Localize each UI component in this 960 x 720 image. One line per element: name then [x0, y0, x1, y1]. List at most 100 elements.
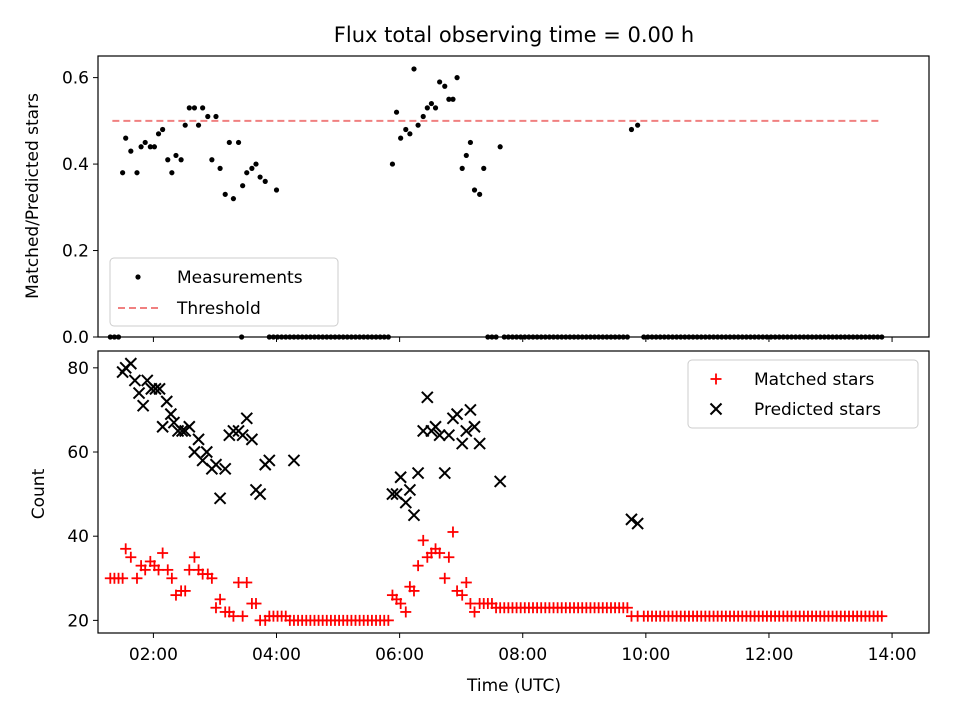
measurement-point [142, 139, 148, 146]
top-y-axis: 0.0 0.2 0.4 0.6 [62, 69, 98, 348]
matched-point [214, 593, 226, 605]
y-tick-label: 0.4 [62, 155, 89, 175]
measurement-point [147, 144, 153, 150]
cross-stroke [156, 420, 169, 433]
cross-stroke [473, 437, 486, 450]
cross-stroke [213, 492, 227, 505]
measurement-point [222, 191, 228, 197]
y-tick-label: 80 [67, 359, 89, 379]
measurement-point [178, 157, 184, 163]
predicted-point [183, 420, 196, 433]
cross-stroke [411, 466, 425, 480]
matched-point [443, 551, 455, 563]
top-axes-frame [97, 55, 930, 338]
legend-predicted-label: Predicted stars [754, 400, 881, 420]
measurement-point [165, 157, 171, 163]
predicted-point [403, 483, 417, 497]
measurement-point [230, 196, 237, 202]
predicted-point [175, 424, 189, 438]
matched-point [456, 589, 468, 601]
matched-point [469, 606, 481, 618]
legend-measurements-label: Measurements [177, 268, 303, 288]
cross-stroke [245, 433, 259, 446]
measurement-point [191, 105, 198, 111]
matched-point [139, 564, 151, 576]
measurement-point [415, 122, 421, 128]
matched-point [183, 564, 195, 576]
matched-point [206, 572, 218, 584]
cross-stroke [438, 466, 451, 480]
top-legend: Measurements Threshold [109, 257, 339, 327]
cross-stroke [421, 391, 434, 404]
matched-point [162, 564, 174, 576]
predicted-point [124, 357, 138, 370]
cross-stroke [128, 374, 142, 387]
matched-point [412, 560, 424, 572]
measurement-point [428, 100, 435, 107]
measurement-point [420, 113, 426, 120]
cross-stroke [287, 454, 301, 467]
cross-stroke [631, 517, 644, 530]
measurement-point [262, 178, 268, 184]
bottom-plot-area [104, 357, 888, 626]
measurement-point [467, 139, 474, 146]
measurement-point [463, 152, 469, 159]
measurement-point [273, 187, 280, 193]
predicted-point [433, 428, 446, 442]
measurement-point [432, 105, 439, 111]
measurement-point [200, 105, 206, 111]
cross-stroke [263, 454, 276, 467]
x-tick-label: 14:00 [868, 645, 917, 665]
cross-stroke [253, 487, 267, 501]
cross-stroke [403, 483, 417, 497]
legend-threshold-label: Threshold [176, 299, 261, 319]
matched-point [447, 526, 459, 538]
measurement-point [407, 131, 413, 137]
cross-stroke [196, 454, 209, 467]
measurement-point [128, 148, 134, 154]
predicted-point [136, 399, 150, 412]
y-tick-label: 20 [67, 611, 89, 631]
y-tick-label: 40 [67, 527, 89, 547]
matched-point [227, 610, 239, 622]
predicted-point [631, 517, 644, 530]
measurement-point [481, 165, 487, 171]
top-panel: 0.0 0.2 0.4 0.6 Matched/Predicted stars Mea… [23, 55, 930, 348]
matched-point [131, 572, 143, 584]
top-legend-box [109, 257, 339, 327]
cross-stroke [124, 357, 138, 370]
matched-point [117, 572, 129, 584]
cross-stroke [625, 513, 638, 526]
matched-point [400, 606, 412, 618]
predicted-point [132, 386, 146, 400]
measurement-point [454, 75, 460, 81]
matched-point [434, 547, 446, 559]
measurement-point [226, 139, 232, 146]
measurement-point [249, 165, 255, 171]
cross-stroke [493, 475, 507, 488]
matched-point [179, 585, 191, 597]
matched-point [439, 572, 451, 584]
chart-title: Flux total observing time = 0.00 h [334, 23, 694, 47]
predicted-point [164, 407, 178, 421]
predicted-point [209, 458, 223, 471]
bottom-axes-frame [97, 350, 930, 634]
measurement-point [393, 109, 400, 115]
measurement-point [205, 113, 211, 120]
predicted-point [245, 433, 259, 446]
matched-point [382, 614, 394, 626]
measurement-point [217, 165, 223, 171]
legend-cross-marker [709, 402, 723, 416]
measurement-point [253, 161, 259, 167]
bottom-legend: Matched stars Predicted stars [687, 359, 919, 429]
legend-matched-marker [710, 373, 722, 385]
matched-point [188, 551, 200, 563]
measurement-point [437, 79, 443, 85]
cross-stroke [227, 424, 240, 438]
cross-stroke [160, 395, 173, 408]
cross-stroke [236, 428, 249, 442]
cross-stroke [149, 382, 162, 396]
cross-stroke [709, 402, 723, 416]
x-axis-label: Time (UTC) [466, 676, 561, 696]
